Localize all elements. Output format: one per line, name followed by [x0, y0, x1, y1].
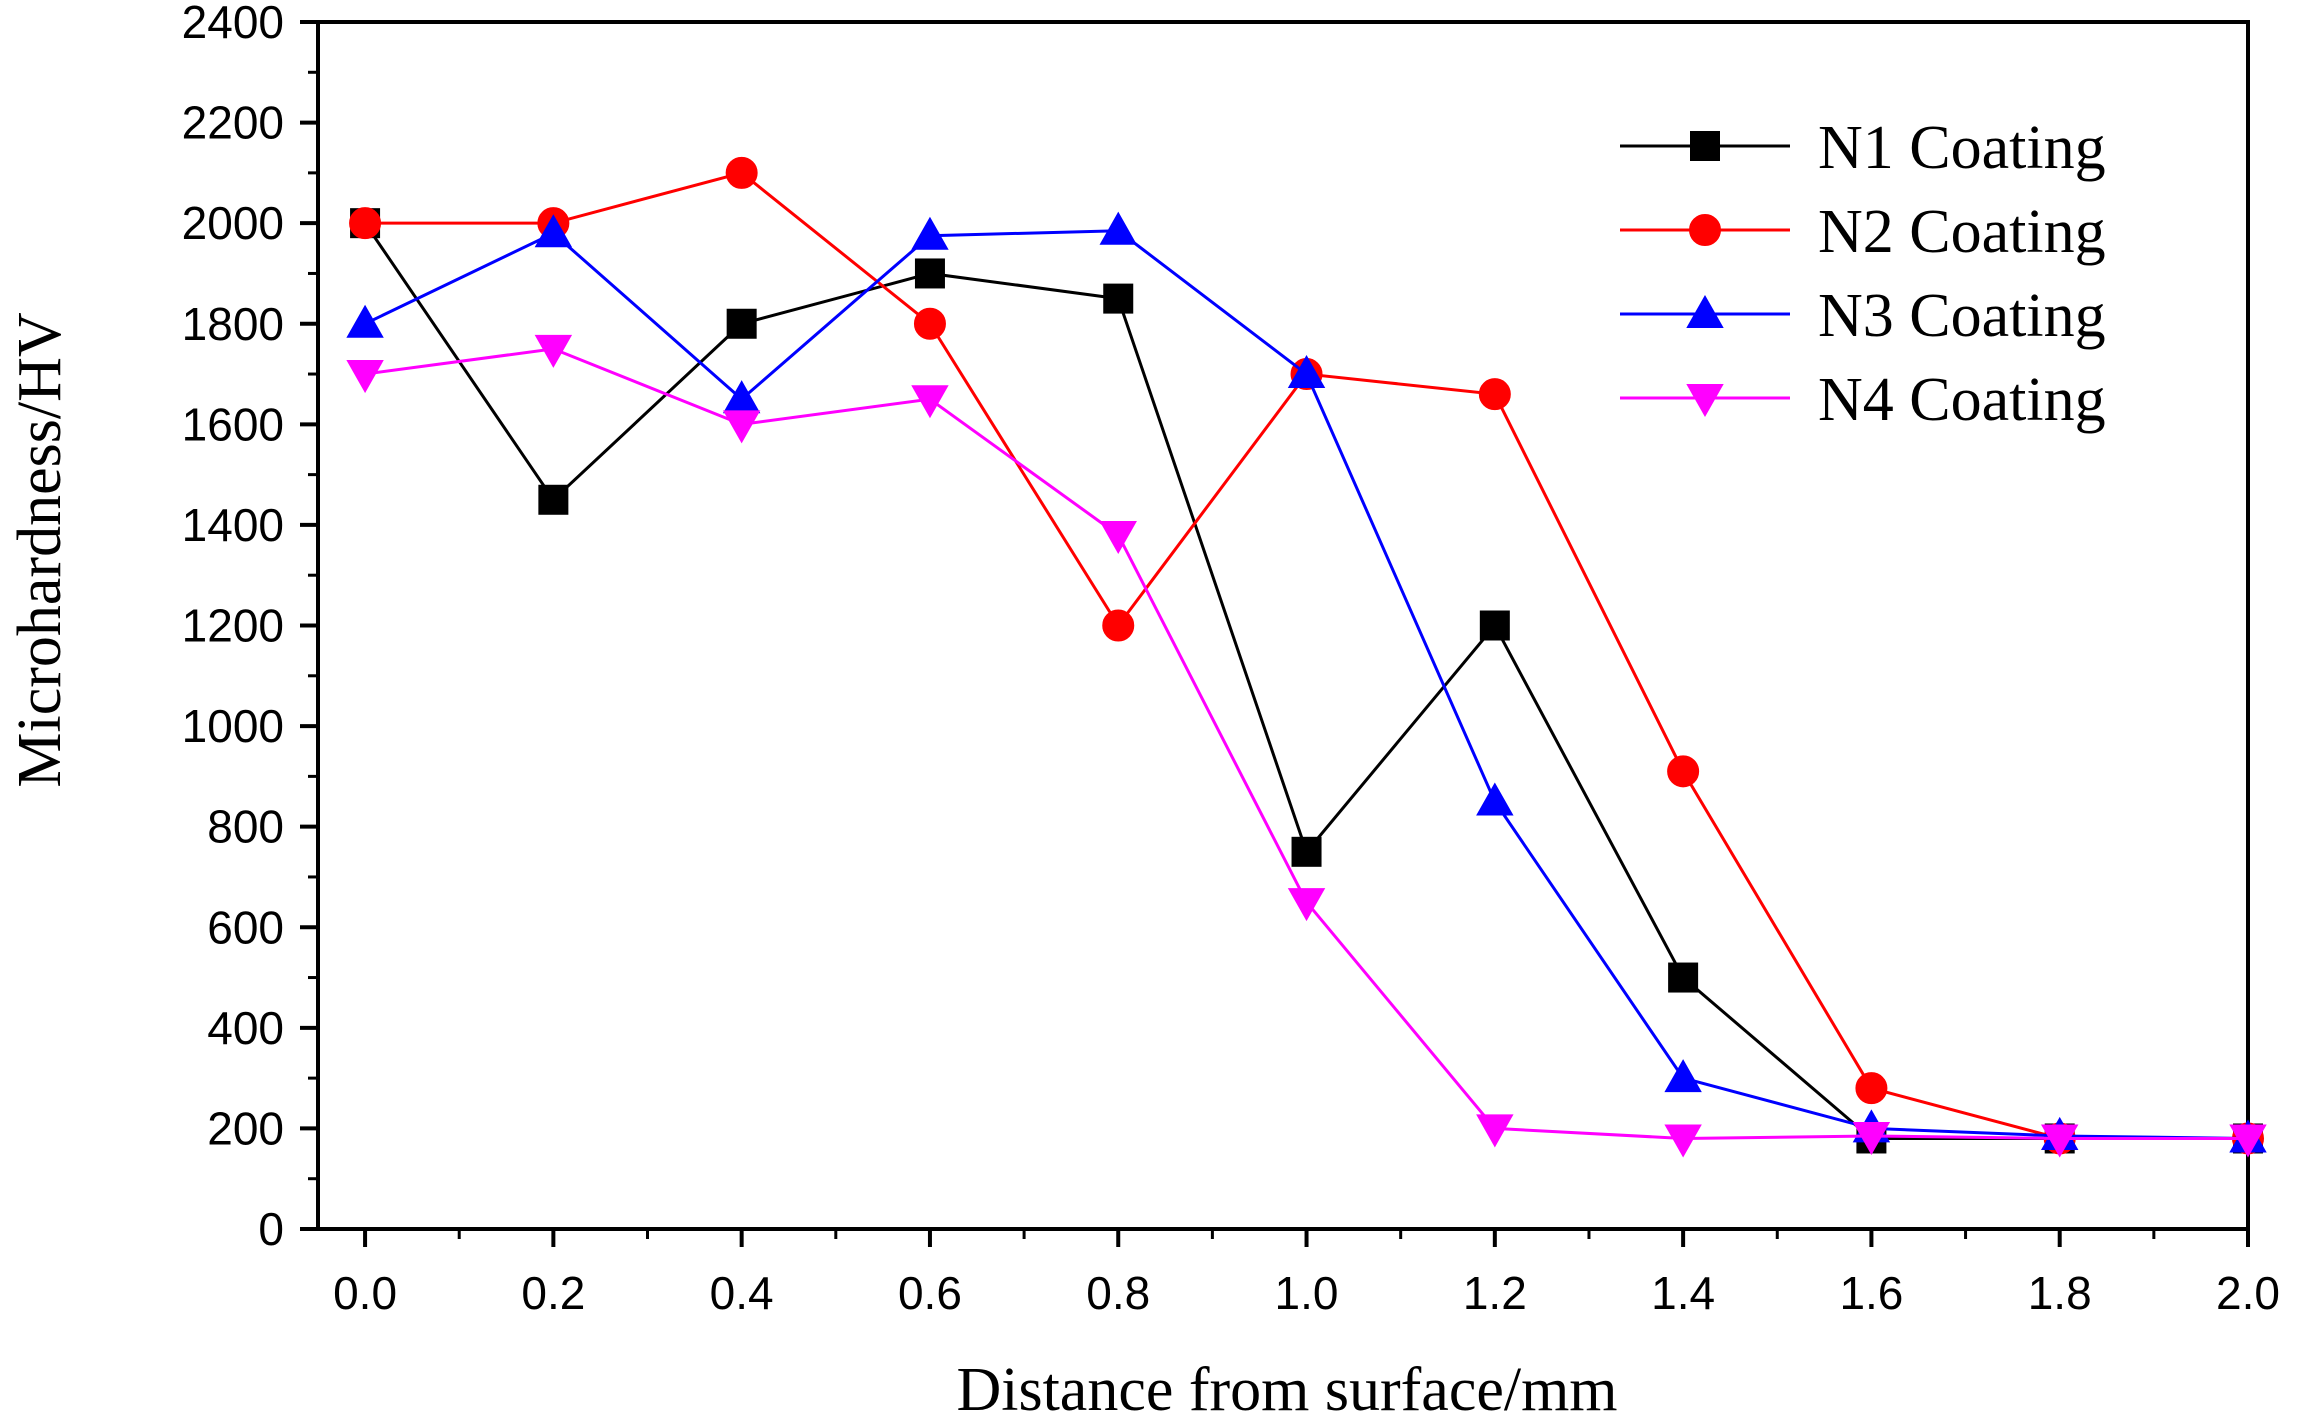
- x-axis-title: Distance from surface/mm: [956, 1356, 1617, 1424]
- x-tick-label: 1.0: [1275, 1267, 1339, 1319]
- x-tick-label: 1.4: [1651, 1267, 1715, 1319]
- y-tick-label: 2200: [182, 97, 284, 149]
- series-4: [346, 334, 2267, 1158]
- data-point: [2229, 1124, 2267, 1158]
- series-group: [346, 156, 2267, 1158]
- y-tick-label: 1800: [182, 298, 284, 350]
- data-point: [534, 214, 573, 248]
- data-point: [726, 308, 757, 339]
- x-tick-label: 0.0: [333, 1267, 397, 1319]
- legend-label: N4 Coating: [1818, 366, 2106, 434]
- x-tick-label: 1.6: [1839, 1267, 1903, 1319]
- x-tick-label: 0.4: [710, 1267, 774, 1319]
- data-point: [911, 216, 949, 250]
- y-tick-label: 1000: [182, 700, 284, 752]
- legend-label: N3 Coating: [1818, 282, 2106, 350]
- data-point: [1099, 520, 1137, 555]
- data-point: [1664, 1059, 1702, 1093]
- axis-ticks: 0 200 400 600 800 1000 1200 1400 1600 1800 2000 220…: [182, 0, 2280, 1319]
- x-tick-label: 2.0: [2216, 1267, 2280, 1319]
- data-point: [1287, 888, 1326, 922]
- x-tick-label: 1.2: [1463, 1267, 1527, 1319]
- legend-marker: [1690, 131, 1720, 161]
- data-point: [534, 334, 573, 368]
- data-point: [1855, 1072, 1888, 1105]
- series-line: [364, 347, 2248, 1140]
- data-point: [914, 258, 945, 289]
- legend-item: N2 Coating: [1620, 198, 2106, 266]
- data-point: [1287, 355, 1326, 389]
- legend-label: N2 Coating: [1818, 198, 2106, 266]
- y-tick-label: 0: [258, 1203, 284, 1255]
- data-point: [1291, 836, 1322, 867]
- data-point: [538, 484, 569, 515]
- y-tick-label: 800: [207, 801, 284, 853]
- data-point: [1103, 283, 1134, 314]
- y-tick-label: 2000: [182, 197, 284, 249]
- legend-item: N1 Coating: [1620, 114, 2106, 182]
- data-point: [346, 304, 384, 338]
- legend-item: N3 Coating: [1620, 282, 2106, 350]
- y-tick-label: 400: [207, 1002, 284, 1054]
- data-point: [1668, 962, 1699, 993]
- data-point: [1476, 782, 1514, 816]
- y-tick-label: 600: [207, 901, 284, 953]
- y-tick-label: 1200: [182, 600, 284, 652]
- data-point: [1478, 378, 1511, 411]
- y-tick-label: 200: [207, 1102, 284, 1154]
- legend-marker: [1689, 214, 1721, 246]
- data-point: [911, 385, 949, 419]
- data-point: [346, 360, 384, 394]
- x-tick-label: 0.2: [521, 1267, 585, 1319]
- data-point: [722, 380, 761, 414]
- series-1: [350, 208, 2263, 1154]
- x-tick-label: 0.6: [898, 1267, 962, 1319]
- series-3: [346, 211, 2267, 1153]
- data-point: [1852, 1121, 1891, 1155]
- legend-marker: [1686, 384, 1724, 418]
- y-tick-label: 1400: [182, 499, 284, 551]
- legend-label: N1 Coating: [1818, 114, 2106, 182]
- data-point: [725, 156, 758, 189]
- y-axis-title: Microhardness/HV: [6, 312, 74, 787]
- data-point: [1479, 610, 1510, 641]
- data-point: [1099, 211, 1137, 245]
- data-point: [2040, 1124, 2079, 1158]
- data-point: [913, 307, 946, 340]
- x-tick-label: 0.8: [1086, 1267, 1150, 1319]
- x-tick-label: 1.8: [2028, 1267, 2092, 1319]
- data-point: [1102, 609, 1135, 642]
- y-tick-label: 1600: [182, 398, 284, 450]
- data-point: [349, 207, 382, 240]
- data-point: [722, 410, 761, 444]
- data-point: [1667, 755, 1700, 788]
- data-point: [1476, 1114, 1514, 1148]
- legend-marker: [1686, 294, 1724, 328]
- legend: N1 Coating N2 Coating N3 Coating N4 Coating: [1620, 114, 2106, 434]
- data-point: [1664, 1124, 1702, 1158]
- legend-item: N4 Coating: [1620, 366, 2106, 434]
- y-tick-label: 2400: [182, 0, 284, 48]
